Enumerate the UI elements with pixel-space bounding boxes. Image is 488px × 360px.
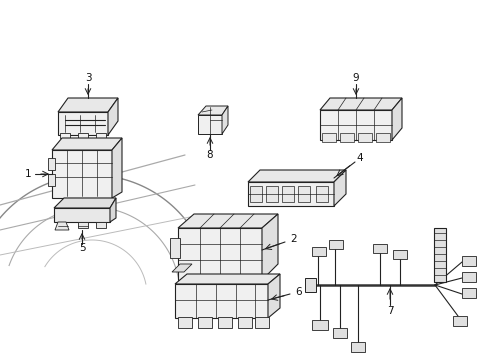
Polygon shape xyxy=(96,222,106,228)
Polygon shape xyxy=(461,256,475,266)
Text: 1: 1 xyxy=(24,169,31,179)
Polygon shape xyxy=(339,133,353,142)
Polygon shape xyxy=(461,288,475,298)
Polygon shape xyxy=(305,278,315,292)
Polygon shape xyxy=(54,208,110,222)
Text: 4: 4 xyxy=(356,153,363,163)
Polygon shape xyxy=(175,274,280,284)
Polygon shape xyxy=(52,138,122,150)
Polygon shape xyxy=(222,106,227,134)
Polygon shape xyxy=(78,133,88,138)
Polygon shape xyxy=(172,264,192,272)
Polygon shape xyxy=(392,250,406,259)
Text: 7: 7 xyxy=(386,306,392,316)
Polygon shape xyxy=(433,228,445,282)
Polygon shape xyxy=(48,174,55,186)
Polygon shape xyxy=(391,98,401,140)
Polygon shape xyxy=(321,133,335,142)
Polygon shape xyxy=(58,112,108,135)
Text: 5: 5 xyxy=(79,243,85,253)
Polygon shape xyxy=(297,186,309,202)
Polygon shape xyxy=(178,228,262,280)
Polygon shape xyxy=(328,240,342,249)
Polygon shape xyxy=(55,222,69,230)
Polygon shape xyxy=(254,317,268,328)
Polygon shape xyxy=(315,186,327,202)
Polygon shape xyxy=(60,133,70,138)
Polygon shape xyxy=(311,247,325,256)
Polygon shape xyxy=(170,238,180,258)
Polygon shape xyxy=(319,98,401,110)
Polygon shape xyxy=(282,186,293,202)
Polygon shape xyxy=(198,317,212,328)
Polygon shape xyxy=(58,98,118,112)
Polygon shape xyxy=(178,317,192,328)
Polygon shape xyxy=(265,186,278,202)
Polygon shape xyxy=(238,317,251,328)
Polygon shape xyxy=(375,133,389,142)
Polygon shape xyxy=(357,133,371,142)
Polygon shape xyxy=(247,182,333,206)
Polygon shape xyxy=(247,170,346,182)
Polygon shape xyxy=(332,328,346,338)
Polygon shape xyxy=(48,158,55,170)
Polygon shape xyxy=(452,316,466,326)
Text: 2: 2 xyxy=(290,234,297,244)
Polygon shape xyxy=(249,186,262,202)
Polygon shape xyxy=(78,222,88,228)
Polygon shape xyxy=(262,214,278,280)
Polygon shape xyxy=(218,317,231,328)
Polygon shape xyxy=(52,150,112,198)
Polygon shape xyxy=(267,274,280,318)
Text: 3: 3 xyxy=(84,73,91,83)
Polygon shape xyxy=(372,244,386,253)
Polygon shape xyxy=(198,115,222,134)
Polygon shape xyxy=(112,138,122,198)
Text: 6: 6 xyxy=(295,287,302,297)
Polygon shape xyxy=(350,342,364,352)
Text: 9: 9 xyxy=(352,73,359,83)
Polygon shape xyxy=(96,133,106,138)
Polygon shape xyxy=(108,98,118,135)
Polygon shape xyxy=(198,106,227,115)
Polygon shape xyxy=(333,170,346,206)
Polygon shape xyxy=(175,284,267,318)
Polygon shape xyxy=(311,320,327,330)
Polygon shape xyxy=(178,214,278,228)
Text: 8: 8 xyxy=(206,150,213,160)
Polygon shape xyxy=(461,272,475,282)
Polygon shape xyxy=(110,198,116,222)
Polygon shape xyxy=(319,110,391,140)
Polygon shape xyxy=(54,198,116,208)
